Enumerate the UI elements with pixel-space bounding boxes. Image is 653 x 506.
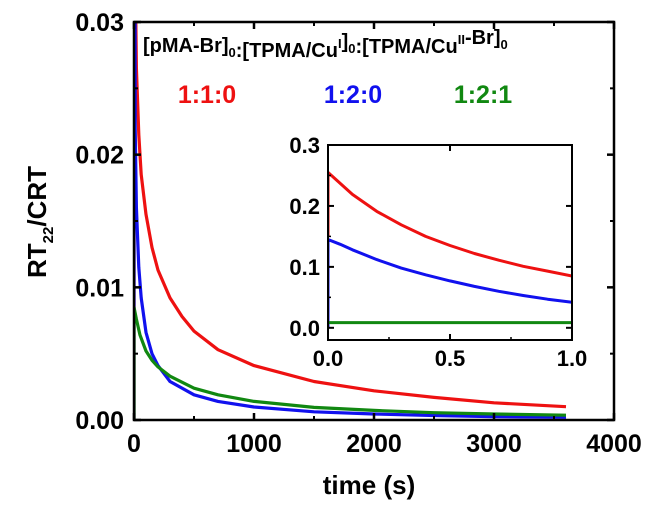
inset-x-tick-label: 0.5 [435, 346, 466, 371]
inset-y-tick-label: 0.0 [289, 316, 320, 341]
legend-title-part: :[TPMA/Cu [236, 40, 338, 62]
legend-title-part: :[TPMA/Cu [356, 36, 458, 58]
inset-background [328, 145, 572, 340]
series-line-1-2-1 [134, 305, 567, 420]
legend-title-sub: 0 [500, 37, 507, 52]
legend: [pMA-Br]0:[TPMA/CuI]0:[TPMA/CuII-Br]01:1… [143, 27, 512, 109]
inset-y-tick-label: 0.1 [289, 255, 320, 280]
inset-x-tick-label: 1.0 [557, 346, 588, 371]
legend-entry-1-2-0: 1:2:0 [324, 81, 382, 109]
legend-title-sup: I [338, 36, 342, 51]
y-axis-label-sub: 22 [40, 227, 57, 244]
x-tick-label: 3000 [466, 430, 522, 458]
y-axis-label-tail: /CRT [22, 166, 52, 227]
inset-y-tick-label: 0.3 [289, 133, 320, 158]
legend-entry-1-2-1: 1:2:1 [454, 81, 512, 109]
inset-series-group [328, 170, 572, 328]
y-axis-label: RT22/CRT [22, 166, 57, 278]
legend-title-sub: 0 [229, 45, 236, 60]
inset-series-line-1-2-0 [328, 238, 572, 328]
y-tick-label: 0.00 [75, 407, 124, 435]
x-tick-label: 4000 [586, 430, 642, 458]
legend-title-part: ] [342, 31, 349, 53]
x-tick-label: 1000 [226, 430, 282, 458]
x-tick-label: 2000 [346, 430, 402, 458]
legend-title-sub: 0 [348, 41, 355, 56]
y-axis-label-main: RT [22, 243, 52, 278]
legend-title-sup: II [458, 32, 465, 47]
inset-series-line-1-1-0 [328, 170, 572, 278]
legend-entry-1-1-0: 1:1:0 [178, 81, 236, 109]
legend-title: [pMA-Br]0:[TPMA/CuI]0:[TPMA/CuII-Br]0 [143, 27, 508, 62]
y-tick-label: 0.03 [75, 9, 124, 37]
inset-y-tick-label: 0.2 [289, 194, 320, 219]
y-tick-label: 0.01 [75, 274, 124, 302]
y-tick-label: 0.02 [75, 142, 124, 170]
main-series-group [134, 22, 567, 420]
legend-title-part: -Br] [465, 27, 501, 49]
inset-plot: 0.0 0.5 1.0 0.0 0.1 0.2 0.3 [289, 133, 587, 371]
inset-x-tick-label: 0.0 [313, 346, 344, 371]
legend-title-part: [pMA-Br] [143, 35, 229, 57]
x-tick-label: 0 [127, 430, 141, 458]
x-axis-label: time (s) [323, 470, 415, 500]
